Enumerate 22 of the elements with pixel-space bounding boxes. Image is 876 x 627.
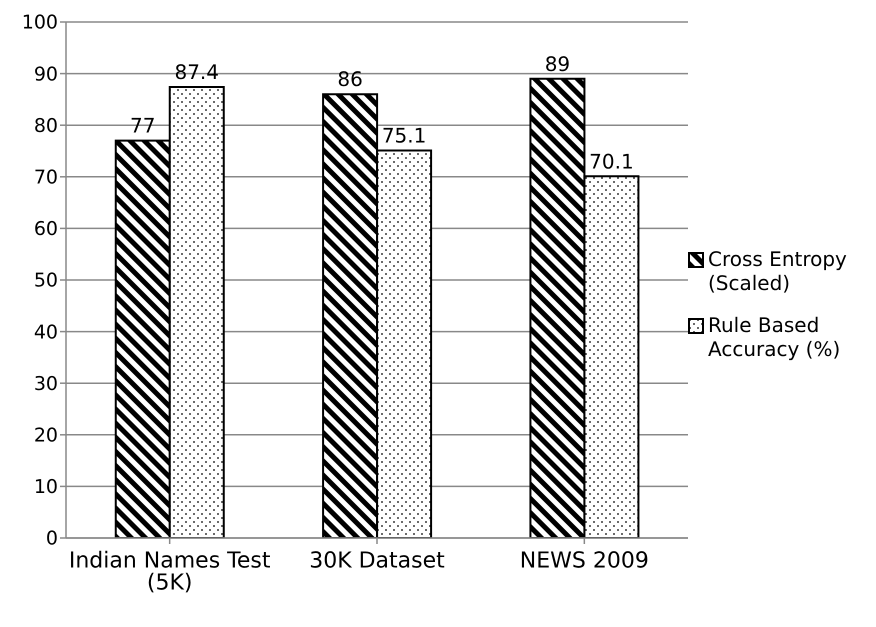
data-label: 75.1 xyxy=(382,123,426,148)
y-tick-label: 60 xyxy=(34,218,58,240)
y-tick-label: 90 xyxy=(34,63,58,86)
y-tick-label: 70 xyxy=(34,166,58,189)
y-tick-label: 100 xyxy=(22,12,58,34)
data-label: 87.4 xyxy=(174,60,220,84)
data-label: 86 xyxy=(337,67,363,92)
data-label: 77 xyxy=(130,114,156,138)
y-tick-label: 10 xyxy=(34,476,58,498)
y-tick-label: 50 xyxy=(34,270,58,292)
y-tick-label: 30 xyxy=(34,372,58,395)
x-tick-label: NEWS 2009 xyxy=(520,548,649,574)
y-tick-label: 0 xyxy=(46,528,58,550)
legend-label: Cross Entropy (Scaled) xyxy=(708,247,848,295)
y-tick-label: 40 xyxy=(34,321,58,344)
data-label: 70.1 xyxy=(589,149,634,174)
y-tick-label: 80 xyxy=(34,114,58,137)
legend-label: Rule Based Accuracy (%) xyxy=(708,313,842,361)
x-tick-label: Indian Names Test (5K) xyxy=(68,548,271,596)
y-tick-label: 20 xyxy=(34,424,58,447)
x-tick-label: 30K Dataset xyxy=(309,548,446,574)
data-label: 89 xyxy=(544,52,570,76)
